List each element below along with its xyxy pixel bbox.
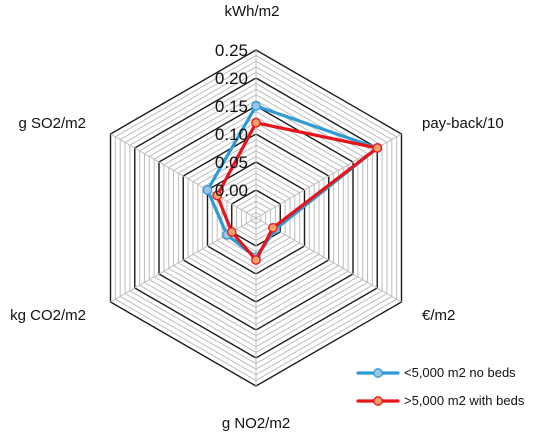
legend-item-with-beds: >5,000 m2 with beds [356, 393, 525, 408]
legend-label-no-beds: <5,000 m2 no beds [404, 365, 516, 380]
axis-label-co2: kg CO2/m2 [10, 307, 86, 324]
radial-tick-label: 0.00 [215, 181, 248, 200]
radial-tick-label: 0.10 [215, 125, 248, 144]
axis-label-so2: g SO2/m2 [18, 115, 86, 132]
axis-label-payback: pay-back/10 [422, 115, 504, 132]
radial-tick-label: 0.05 [215, 153, 248, 172]
series-0-point-0 [251, 101, 261, 111]
axis-label-eur: €/m2 [422, 307, 455, 324]
radial-tick-label: 0.20 [215, 69, 248, 88]
legend: <5,000 m2 no beds >5,000 m2 with beds [356, 365, 525, 408]
series-0-point-5 [202, 185, 213, 195]
series-1-point-5 [212, 190, 223, 201]
axis-label-no2: g NO2/m2 [222, 415, 290, 432]
series-1-point-1 [372, 143, 383, 153]
legend-label-with-beds: >5,000 m2 with beds [404, 393, 525, 408]
series-1-point-0 [251, 117, 261, 128]
radial-tick-label: 0.25 [215, 41, 248, 60]
series-1-point-2 [268, 222, 278, 233]
legend-item-no-beds: <5,000 m2 no beds [356, 365, 516, 380]
series-1-point-4 [226, 227, 237, 237]
legend-marker-with-beds [373, 396, 383, 406]
axis-label-kwh: kWh/m2 [224, 3, 279, 20]
spoke-line [110, 133, 257, 219]
radial-tick-label: 0.15 [215, 97, 248, 116]
radar-series [202, 101, 383, 265]
radar-spokes [110, 50, 402, 386]
radial-tick-labels: 0.00 0.05 0.10 0.15 0.20 0.25 [215, 41, 248, 200]
spoke-line [255, 217, 402, 303]
series-1-point-3 [251, 255, 261, 265]
legend-marker-no-beds [373, 368, 383, 378]
